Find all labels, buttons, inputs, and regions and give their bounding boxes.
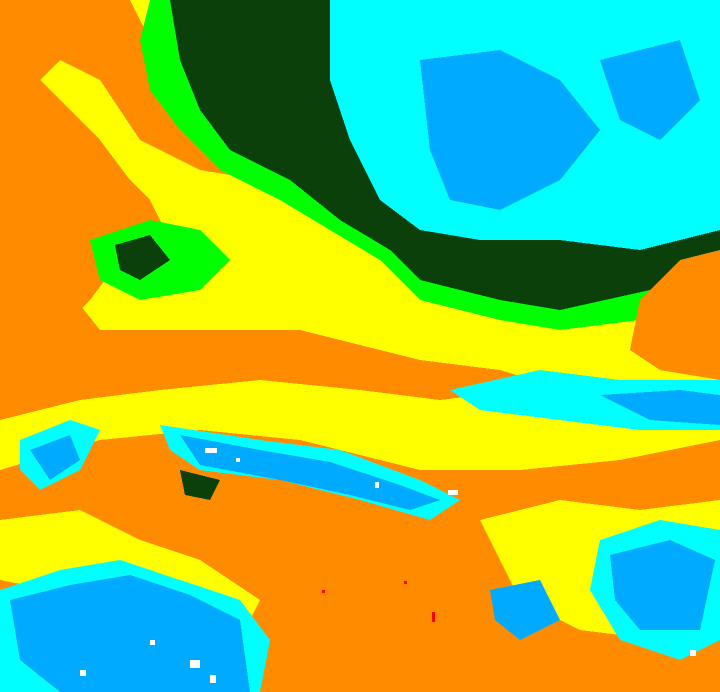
region-orange-east [630, 250, 720, 380]
red-speckles [322, 581, 435, 622]
white-speckles [80, 448, 696, 683]
region-orange-west [0, 80, 170, 360]
region-blue-south-mid [490, 580, 560, 640]
region-blue-east [600, 390, 720, 425]
region-blue-north-2 [600, 40, 700, 140]
region-blue-north [420, 50, 600, 210]
region-darkgreen-river [180, 470, 220, 500]
region-darkgreen-mid [115, 235, 170, 280]
region-blue-west [30, 435, 80, 480]
region-blue-river [180, 435, 440, 510]
region-orange-south [270, 510, 480, 660]
region-blue-southeast [610, 540, 715, 630]
